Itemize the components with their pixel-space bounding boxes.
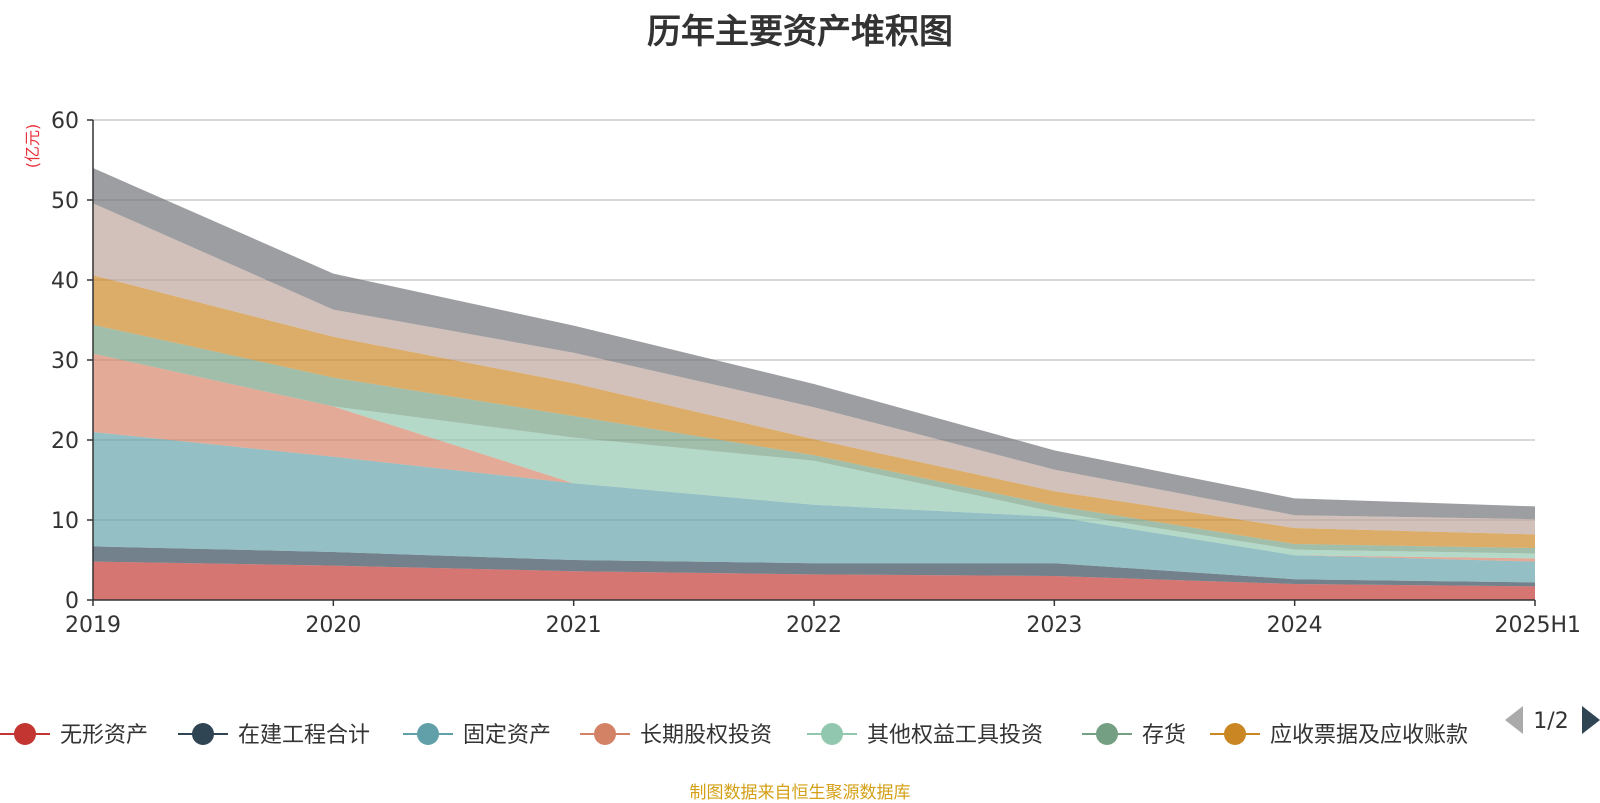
legend-item[interactable]: 固定资产 (403, 723, 551, 748)
area-series-3 (93, 353, 1535, 562)
legend-marker (192, 723, 214, 745)
y-tick-label: 30 (51, 349, 79, 374)
x-tick-label: 2021 (546, 613, 602, 638)
legend-item[interactable]: 存货 (1082, 723, 1186, 748)
legend-label: 应收票据及应收账款 (1270, 723, 1468, 748)
legend-marker (821, 723, 843, 745)
legend-marker (594, 723, 616, 745)
x-tick-label: 2024 (1267, 613, 1323, 638)
legend-item[interactable]: 长期股权投资 (580, 723, 772, 748)
legend: 无形资产 在建工程合计 固定资产 长期股权投资 其他权益工具投资 存货 应收票据及应收账款 (0, 723, 1468, 748)
data-source-note: 制图数据来自恒生聚源数据库 (689, 783, 911, 803)
x-tick-label: 2023 (1026, 613, 1082, 638)
legend-label: 固定资产 (463, 723, 551, 748)
legend-item[interactable]: 应收票据及应收账款 (1210, 723, 1468, 748)
legend-marker (1224, 723, 1246, 745)
x-tick-label: 2020 (305, 613, 361, 638)
legend-label: 其他权益工具投资 (867, 723, 1043, 748)
area-series-2 (93, 432, 1535, 583)
legend-pager: 1/2 (1505, 706, 1600, 734)
y-tick-label: 60 (51, 109, 79, 134)
x-tick-label: 2025H1 (1494, 613, 1581, 638)
y-axis-unit-label: (亿元) (23, 124, 42, 169)
legend-label: 在建工程合计 (238, 723, 370, 748)
area-series-0 (93, 561, 1535, 600)
legend-label: 存货 (1142, 723, 1186, 748)
triangle-right-icon[interactable] (1582, 706, 1600, 734)
legend-marker (1096, 723, 1118, 745)
area-series (93, 168, 1535, 600)
legend-marker (417, 723, 439, 745)
y-tick-label: 40 (51, 269, 79, 294)
chart-title: 历年主要资产堆积图 (647, 12, 953, 52)
legend-item[interactable]: 在建工程合计 (178, 723, 370, 748)
x-tick-label: 2022 (786, 613, 842, 638)
legend-item[interactable]: 无形资产 (0, 723, 148, 748)
y-tick-label: 10 (51, 509, 79, 534)
area-series-1 (93, 546, 1535, 587)
legend-label: 无形资产 (60, 723, 148, 748)
axes: (亿元) 0 10 20 30 40 50 60 2019 2020 2021 2022 2023 20… (23, 109, 1581, 638)
y-tick-label: 20 (51, 429, 79, 454)
legend-label: 长期股权投资 (640, 723, 772, 748)
x-tick-label: 2019 (65, 613, 121, 638)
triangle-left-icon[interactable] (1505, 706, 1523, 734)
y-tick-label: 0 (65, 589, 79, 614)
legend-page-indicator: 1/2 (1533, 709, 1568, 734)
legend-item[interactable]: 其他权益工具投资 (807, 723, 1043, 748)
legend-marker (14, 723, 36, 745)
y-tick-label: 50 (51, 189, 79, 214)
